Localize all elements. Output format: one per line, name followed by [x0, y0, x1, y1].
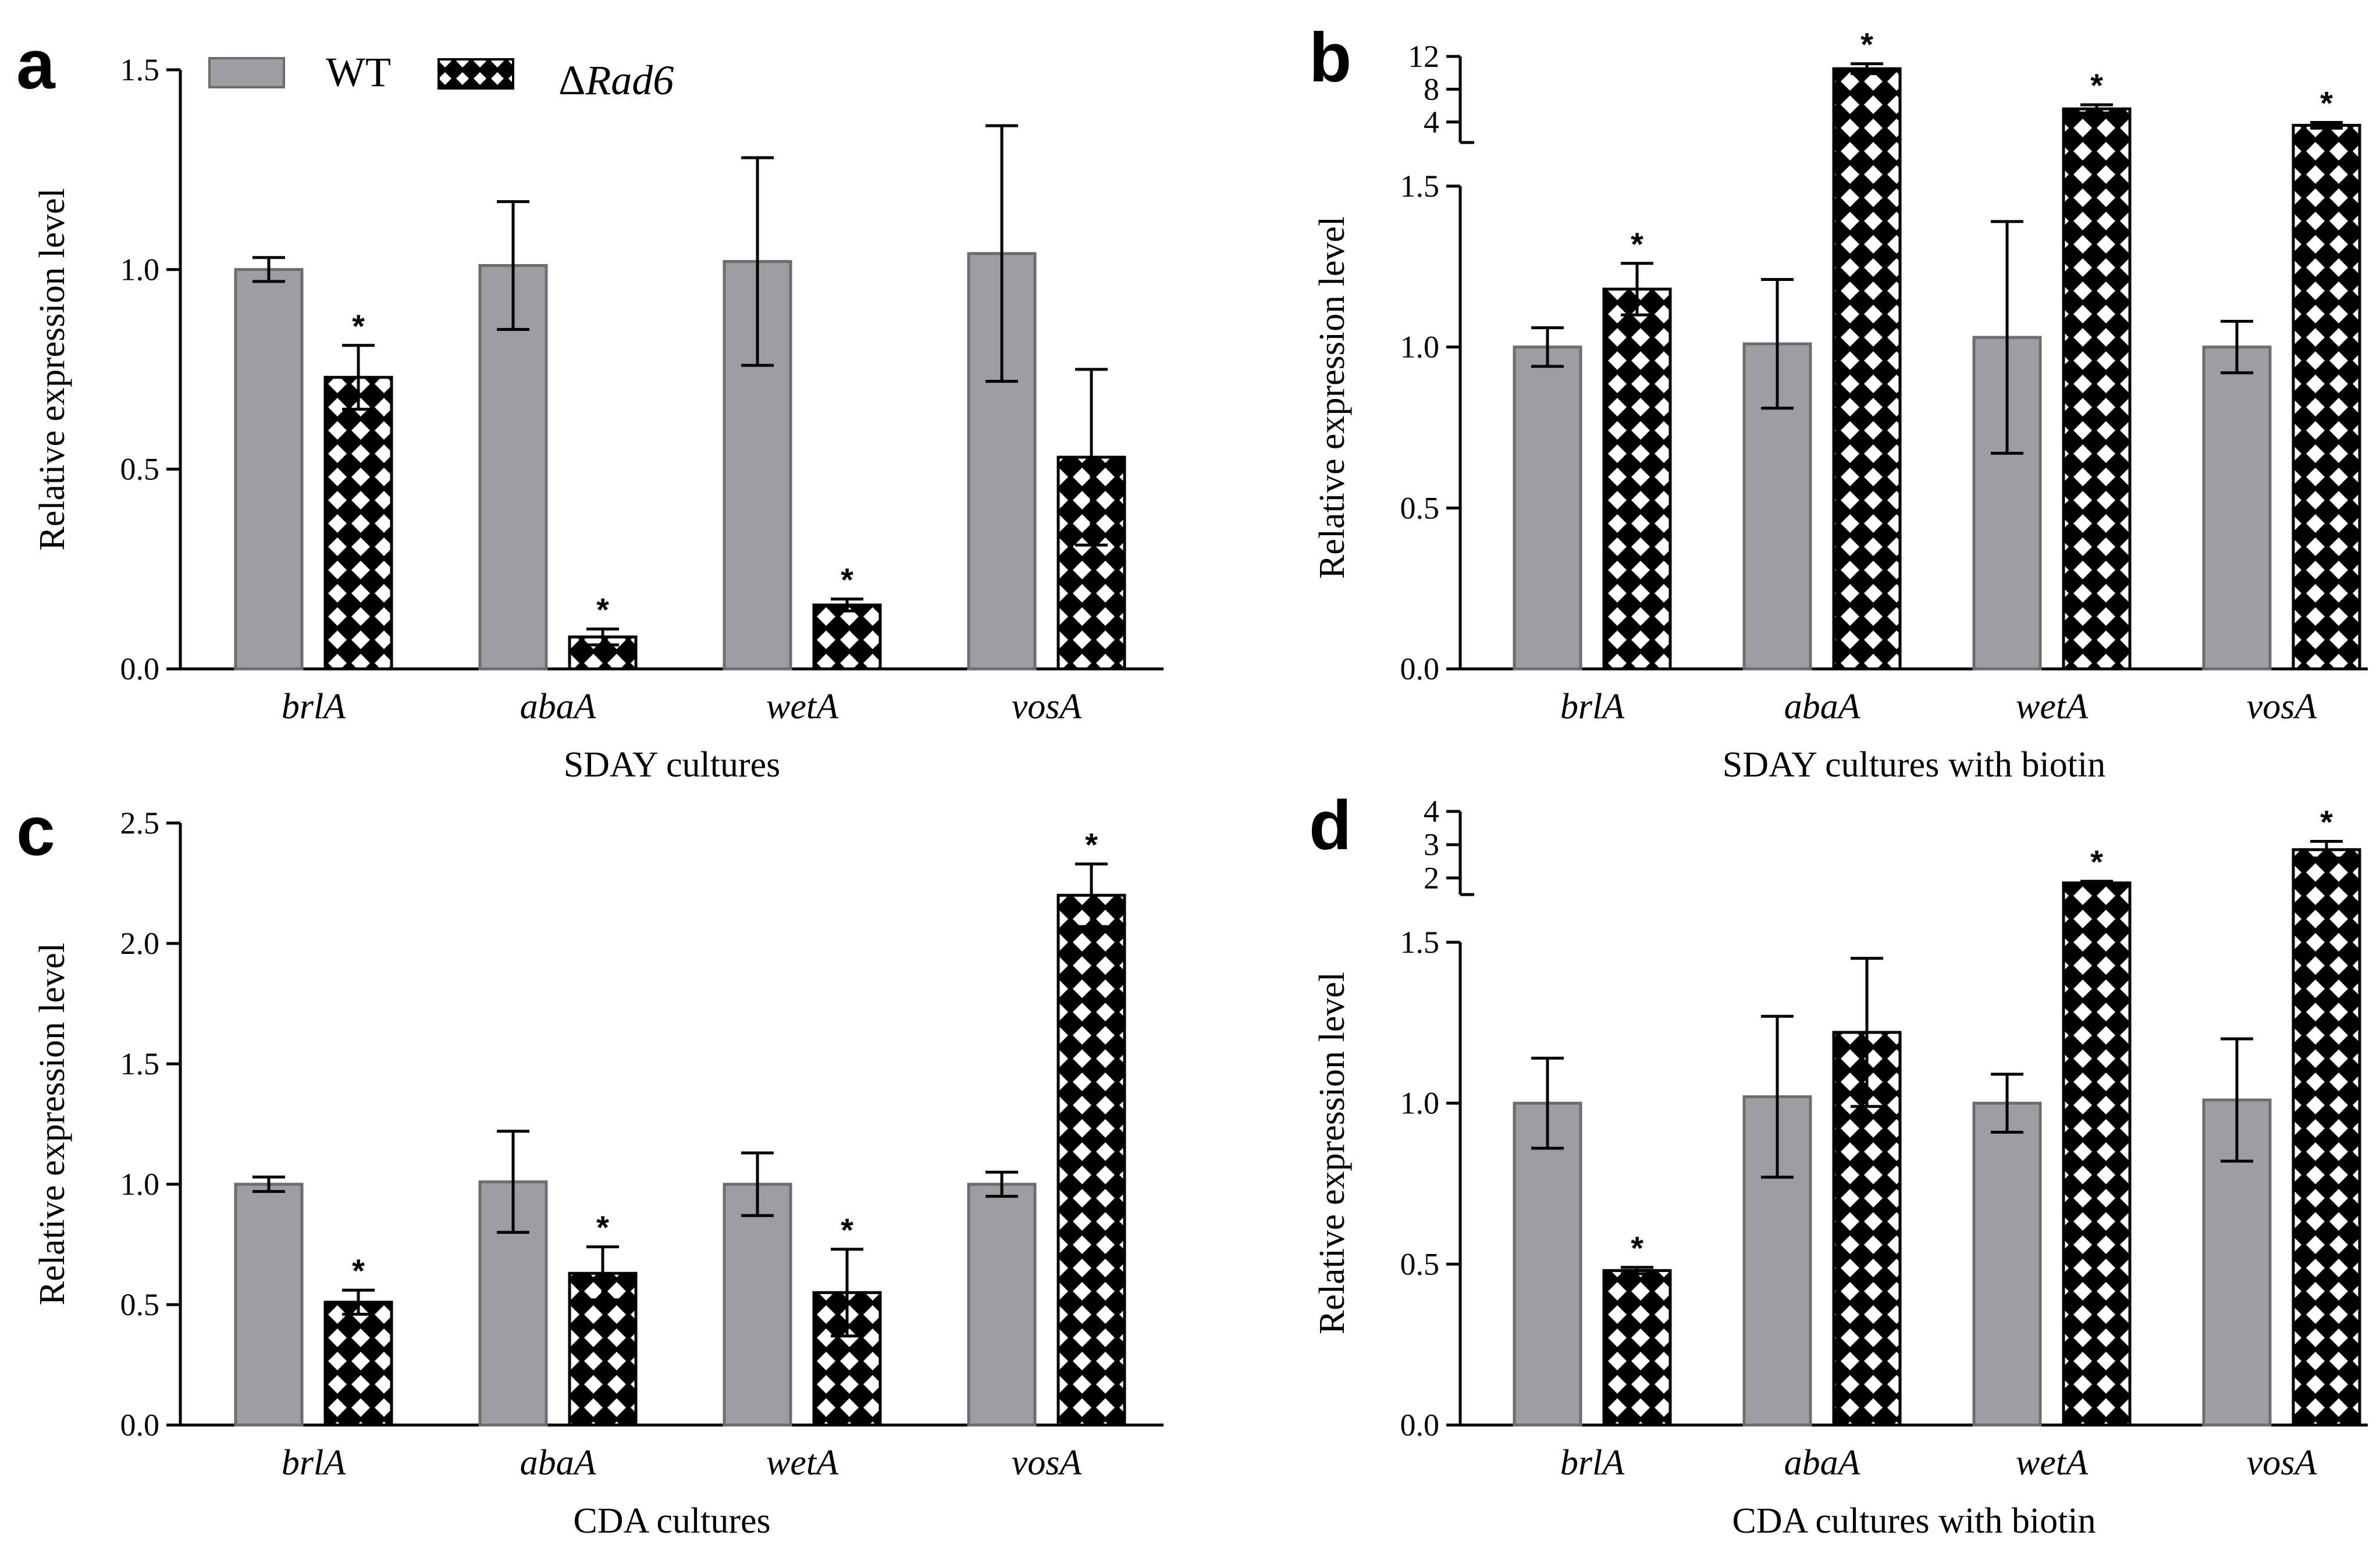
panel-c-significance-star: * [841, 1212, 853, 1248]
panel-d-ytick-label: 0.0 [1400, 1408, 1440, 1442]
panel-d-x-axis-label: CDA cultures with biotin [1732, 1501, 2096, 1541]
legend-wt-label: WT [326, 49, 391, 95]
panel-d-ytick-label: 1.5 [1400, 925, 1440, 960]
panel-b-ytick-label: 12 [1408, 39, 1439, 74]
panel-d-ytick-label: 2 [1424, 860, 1439, 895]
panel-d-category-label: wetA [2016, 1443, 2089, 1483]
legend-rad6-name: Rad6 [585, 57, 674, 104]
panel-c-significance-star: * [352, 1252, 365, 1289]
panel-d-bar-rad6-wetA [2062, 881, 2132, 1427]
panel-c-ytick-label: 1.5 [120, 1046, 160, 1081]
panel-a-bar-wt-brlA [234, 268, 304, 671]
panel-a: 0.0 0.5 1.0 1.5 Relative expression level brl… [33, 52, 1164, 785]
panel-d-significance-star: * [1631, 1230, 1643, 1266]
panel-a-ytick-label: 1.0 [120, 252, 160, 287]
panel-b-significance-star: * [2320, 84, 2333, 121]
panel-a-ytick-label: 0.5 [120, 452, 160, 487]
panel-d-ytick-label: 4 [1424, 794, 1439, 829]
panel-a-category-label: wetA [766, 687, 839, 726]
panel-a-category-label: brlA [282, 687, 346, 726]
panel-a-bar-rad6-brlA [323, 376, 393, 671]
panel-a-bar-rad6-wetA [812, 603, 882, 671]
panel-letter-a: a [16, 26, 56, 104]
panel-c-ytick-label: 0.0 [120, 1408, 160, 1442]
panel-c-bar-wt-wetA [723, 1182, 792, 1427]
panel-c: 0.0 0.5 1.0 1.5 2.0 2.5 Relative expression le… [33, 806, 1164, 1541]
panel-c-bar-rad6-vosA [1056, 893, 1126, 1427]
panel-d-bar-wt-wetA [1972, 1102, 2042, 1427]
panel-c-ytick-label: 2.5 [120, 806, 160, 840]
panel-b-ytick-label: 1.0 [1400, 330, 1440, 365]
panel-letter-d: d [1309, 786, 1351, 864]
panel-b-x-axis-label: SDAY cultures with biotin [1723, 745, 2105, 785]
panel-b-bar-wt-vosA [2202, 345, 2272, 671]
panel-c-x-axis-label: CDA cultures [573, 1501, 770, 1541]
panel-b-bar-rad6-vosA [2292, 123, 2361, 671]
panel-c-category-label: wetA [766, 1443, 839, 1483]
panel-c-bar-wt-vosA [967, 1182, 1037, 1427]
panel-c-significance-star: * [596, 1209, 609, 1246]
panel-d-bar-rad6-brlA [1602, 1269, 1672, 1427]
panel-b-ytick-label: 1.5 [1400, 169, 1440, 204]
panel-a-ytick-label: 0.0 [120, 651, 160, 686]
panel-d: 0.0 0.5 1.0 1.5 234 Relative expression level… [1312, 794, 2368, 1541]
panel-b-ytick-label: 0.0 [1400, 651, 1440, 686]
panel-b-category-label: wetA [2016, 687, 2089, 726]
panel-d-ytick-label: 1.0 [1400, 1086, 1440, 1121]
panel-c-significance-star: * [1085, 826, 1098, 863]
panel-a-significance-star: * [596, 591, 609, 628]
panel-c-y-axis-label: Relative expression level [33, 943, 72, 1305]
panel-b-ytick-label: 0.5 [1400, 490, 1440, 525]
panel-d-category-label: abaA [1784, 1443, 1861, 1483]
panel-b-bar-rad6-abaA [1832, 67, 1902, 671]
panel-b-category-label: abaA [1784, 687, 1861, 726]
panel-a-ytick-label: 1.5 [120, 52, 160, 87]
panel-c-bar-wt-brlA [234, 1182, 304, 1427]
panel-a-category-label: abaA [520, 687, 597, 726]
panel-a-category-label: vosA [1012, 687, 1083, 726]
panel-c-ytick-label: 1.0 [120, 1167, 160, 1202]
panel-letter-c: c [16, 792, 55, 870]
panel-c-ytick-label: 0.5 [120, 1287, 160, 1322]
panel-a-significance-star: * [841, 561, 853, 598]
legend: WT ΔRad6 [208, 49, 674, 104]
panel-c-bar-rad6-brlA [323, 1301, 393, 1427]
panel-a-bar-wt-abaA [478, 263, 548, 671]
panel-d-bar-wt-brlA [1513, 1102, 1582, 1427]
panel-b-bar-wt-brlA [1513, 345, 1582, 671]
panel-letter-b: b [1309, 19, 1351, 97]
panel-b-significance-star: * [2090, 67, 2103, 104]
legend-wt-swatch [208, 57, 285, 88]
legend-rad6-label: ΔRad6 [558, 57, 674, 104]
panel-c-category-label: brlA [282, 1443, 346, 1483]
panel-d-category-label: vosA [2247, 1443, 2318, 1483]
panel-a-significance-star: * [352, 308, 365, 344]
legend-rad6-swatch [437, 58, 514, 90]
panel-c-category-label: abaA [520, 1443, 597, 1483]
panel-d-significance-star: * [2090, 843, 2103, 880]
panel-a-x-axis-label: SDAY cultures [564, 745, 781, 785]
panel-b-y-axis-label: Relative expression level [1312, 216, 1352, 579]
panel-b-ytick-label: 8 [1424, 72, 1439, 106]
panel-b-significance-star: * [1631, 226, 1643, 262]
legend-rad6-prefix: Δ [558, 57, 585, 104]
panel-b-bar-rad6-wetA [2062, 107, 2132, 671]
panel-c-ytick-label: 2.0 [120, 926, 160, 961]
panel-a-y-axis-label: Relative expression level [33, 188, 72, 550]
panel-b-category-label: brlA [1560, 687, 1625, 726]
panel-d-ytick-label: 0.5 [1400, 1246, 1440, 1281]
panel-c-category-label: vosA [1012, 1443, 1083, 1483]
panel-d-y-axis-label: Relative expression level [1312, 972, 1352, 1334]
panel-d-category-label: brlA [1560, 1443, 1625, 1483]
panel-b-category-label: vosA [2247, 687, 2318, 726]
panel-b-bar-rad6-brlA [1602, 287, 1672, 671]
panel-d-significance-star: * [2320, 803, 2333, 840]
panel-d-ytick-label: 3 [1424, 827, 1439, 862]
panel-b-ytick-label: 4 [1424, 105, 1439, 140]
panel-b-significance-star: * [1860, 26, 1873, 63]
panel-d-bar-rad6-vosA [2292, 848, 2361, 1427]
